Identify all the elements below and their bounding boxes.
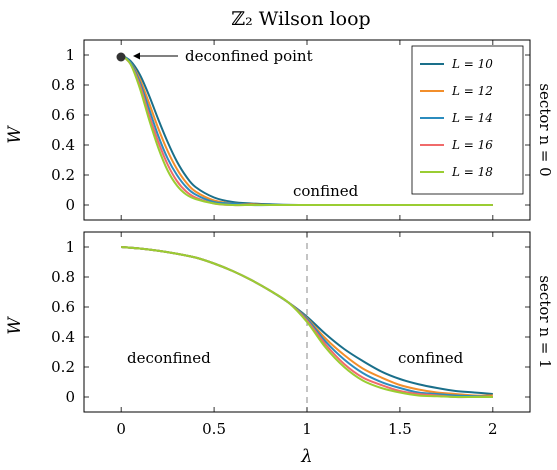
legend-box: [411, 45, 524, 195]
bottom-ylabel: W: [5, 316, 25, 335]
x-tick-label: 1: [302, 420, 312, 438]
xlabel: λ: [300, 446, 312, 467]
legend-entry-label: L = 12: [451, 84, 493, 98]
top-panel-series: [120, 54, 493, 207]
bottom-panel-series: [121, 246, 493, 399]
top-side-label: sector n = 0: [536, 83, 554, 176]
bottom-confined-label: confined: [398, 349, 464, 367]
y-tick-label: 0.4: [51, 136, 75, 154]
y-tick-label: 1: [65, 238, 75, 256]
y-tick-label: 0.6: [51, 106, 75, 124]
bottom-deconfined-label: deconfined: [127, 349, 211, 367]
deconfined-point-arrowhead: [133, 52, 140, 60]
legend-entry-label: L = 16: [451, 138, 493, 152]
y-tick-label: 0.8: [51, 268, 75, 286]
top-panel: 0 0.2 0.4 0.6 0.8 1 W sector n = 0 deconfined…: [5, 39, 554, 221]
y-tick-label: 0: [65, 388, 75, 406]
top-panel-grid-ticks: 0 0.2 0.4 0.6 0.8 1: [51, 40, 530, 220]
series-line-l18: [120, 54, 493, 207]
bottom-panel: 0 0.2 0.4 0.6 0.8 1 0 0.5 1 1.5 2 W sector n = 1 d…: [5, 231, 554, 467]
legend-entry-label: L = 10: [451, 57, 493, 71]
legend: L = 10 L = 12 L = 14 L = 16 L = 18: [411, 45, 524, 195]
y-tick-label: 0.4: [51, 328, 75, 346]
x-tick-label: 1.5: [388, 420, 412, 438]
y-tick-label: 0.6: [51, 298, 75, 316]
top-confined-label: confined: [293, 182, 359, 200]
top-annotations: deconfined point confined: [116, 47, 359, 200]
x-tick-label: 0.5: [202, 420, 226, 438]
y-tick-label: 0.2: [51, 166, 75, 184]
y-tick-label: 1: [65, 46, 75, 64]
deconfined-point-label: deconfined point: [185, 47, 313, 65]
x-tick-label: 2: [488, 420, 498, 438]
y-tick-label: 0: [65, 196, 75, 214]
legend-entry-label: L = 18: [451, 165, 493, 179]
x-tick-label: 0: [116, 420, 126, 438]
deconfined-point-marker: [116, 52, 126, 62]
bottom-panel-grid-ticks: 0 0.2 0.4 0.6 0.8 1 0 0.5 1 1.5 2: [51, 232, 530, 438]
top-ylabel: W: [5, 125, 25, 144]
series-line-l18: [121, 246, 493, 399]
bottom-side-label: sector n = 1: [536, 275, 554, 368]
chart-title: ℤ₂ Wilson loop: [231, 8, 370, 30]
y-tick-label: 0.8: [51, 76, 75, 94]
y-tick-label: 0.2: [51, 358, 75, 376]
legend-entry-label: L = 14: [451, 111, 493, 125]
